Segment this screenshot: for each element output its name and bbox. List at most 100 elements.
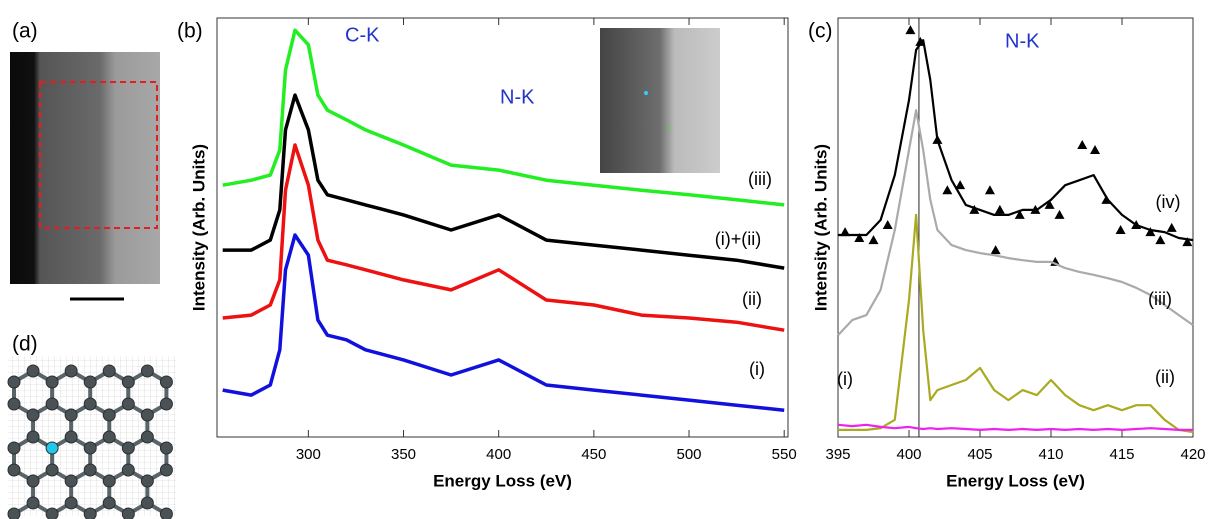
atom [140, 496, 154, 510]
atom [140, 408, 154, 422]
atom [159, 397, 173, 411]
atom [159, 441, 173, 455]
triangle-marker [984, 185, 995, 195]
series-label: (iii) [748, 169, 772, 189]
atom [159, 463, 173, 477]
atom [121, 397, 135, 411]
atom [121, 507, 135, 519]
atom [102, 474, 116, 488]
triangle-marker [1054, 209, 1065, 219]
x-tick-label: 400 [486, 446, 511, 463]
triangle-marker [955, 180, 966, 190]
panel-label: (c) [808, 20, 833, 43]
atom [140, 364, 154, 378]
series-label: (i) [749, 359, 765, 379]
x-tick-label: 395 [825, 446, 850, 463]
atom [7, 463, 21, 477]
panel-label: (d) [12, 333, 38, 356]
triangle-marker [1014, 209, 1025, 219]
atom [7, 397, 21, 411]
atom [121, 375, 135, 389]
series-label: (iv) [1156, 192, 1181, 212]
atom [64, 408, 78, 422]
atom [45, 397, 59, 411]
triangle-marker [905, 25, 916, 35]
atom [45, 441, 59, 455]
series-label: (ii) [742, 289, 762, 309]
atom [7, 375, 21, 389]
atom [45, 507, 59, 519]
atom [45, 463, 59, 477]
x-tick-label: 400 [896, 446, 921, 463]
atom [64, 364, 78, 378]
atom [83, 463, 97, 477]
series-line [838, 39, 1194, 242]
series-line [222, 28, 785, 207]
inset-image [600, 28, 720, 173]
series-label: (i)+(ii) [715, 229, 762, 249]
triangle-marker [1166, 222, 1177, 232]
atom [102, 496, 116, 510]
x-tick-label: 500 [677, 446, 702, 463]
atom [64, 430, 78, 444]
atom [140, 430, 154, 444]
atom [102, 408, 116, 422]
panel-label: (a) [12, 20, 38, 43]
triangle-marker [1155, 235, 1166, 245]
atom [102, 430, 116, 444]
x-tick-label: 550 [772, 446, 797, 463]
series-line [222, 143, 785, 332]
series-label: (ii) [1155, 367, 1175, 387]
atom [83, 397, 97, 411]
atom [26, 364, 40, 378]
x-axis-title: Energy Loss (eV) [433, 471, 572, 490]
atom [64, 496, 78, 510]
triangle-marker [882, 219, 893, 229]
x-tick-label: 450 [581, 446, 606, 463]
atom [83, 375, 97, 389]
atom [26, 474, 40, 488]
annotation: C-K [345, 24, 380, 46]
triangle-marker [840, 227, 851, 237]
atom [159, 375, 173, 389]
atom [83, 507, 97, 519]
stem-image [10, 52, 160, 301]
lattice-model [7, 356, 176, 519]
x-tick-label: 300 [296, 446, 321, 463]
triangle-marker [990, 245, 1001, 255]
plot-frame [837, 17, 1194, 438]
x-axis-title: Energy Loss (eV) [946, 471, 1085, 490]
triangle-marker [1090, 144, 1101, 154]
atom [7, 441, 21, 455]
plot-frame [216, 17, 789, 438]
atom [26, 408, 40, 422]
series-line [838, 213, 1194, 434]
atom [102, 364, 116, 378]
atom [26, 430, 40, 444]
y-axis-title: Intensity (Arb. Units) [811, 144, 830, 311]
series-line [837, 423, 1193, 431]
series-line [222, 93, 785, 270]
triangle-marker [942, 185, 953, 195]
triangle-marker [854, 232, 865, 242]
atom [64, 474, 78, 488]
x-tick-label: 410 [1038, 446, 1063, 463]
triangle-marker [1145, 227, 1156, 237]
triangle-marker [1044, 199, 1055, 209]
x-tick-label: 415 [1109, 446, 1134, 463]
x-tick-label: 405 [967, 446, 992, 463]
triangle-marker [1182, 237, 1193, 247]
series-line [222, 233, 785, 412]
atom [140, 474, 154, 488]
triangle-marker [969, 204, 980, 214]
x-tick-label: 350 [391, 446, 416, 463]
atom [121, 463, 135, 477]
series-label: (i) [837, 369, 853, 389]
atom [7, 507, 21, 519]
atom [83, 441, 97, 455]
series-label: (iii) [1148, 289, 1172, 309]
annotation: N-K [1005, 30, 1040, 52]
atom [121, 441, 135, 455]
series-line [837, 109, 1194, 336]
